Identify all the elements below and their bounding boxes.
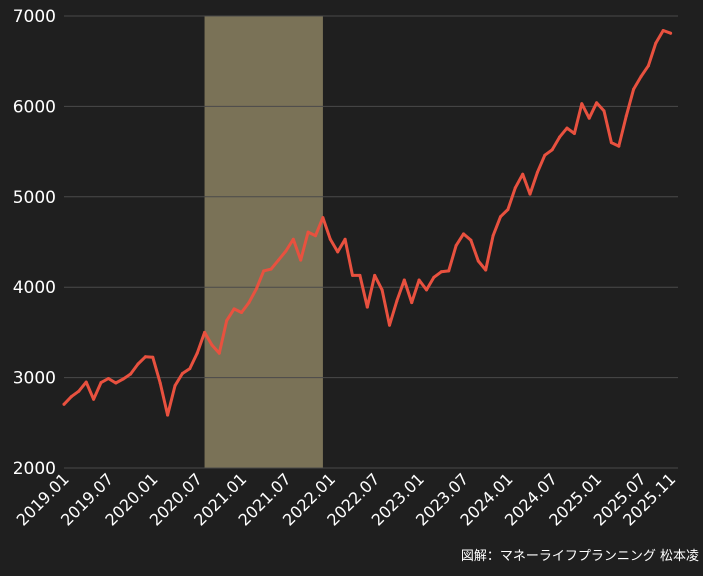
data-point <box>344 238 347 241</box>
data-point <box>669 32 672 35</box>
data-point <box>321 216 324 219</box>
series-line <box>64 31 671 416</box>
data-point <box>122 378 125 381</box>
data-point <box>529 193 532 196</box>
data-point <box>647 64 650 67</box>
data-point <box>100 381 103 384</box>
y-tick-label: 7000 <box>13 7 56 27</box>
data-point <box>307 231 310 234</box>
data-point <box>580 102 583 105</box>
data-point <box>284 250 287 253</box>
data-point <box>654 42 657 45</box>
data-point <box>203 331 206 334</box>
data-point <box>174 384 177 387</box>
data-point <box>151 356 154 359</box>
y-tick-label: 4000 <box>13 278 56 298</box>
data-point <box>92 398 95 401</box>
data-point <box>662 29 665 32</box>
data-point <box>188 367 191 370</box>
data-point <box>329 238 332 241</box>
data-point <box>536 171 539 174</box>
y-tick-label: 5000 <box>13 188 56 208</box>
data-point <box>137 363 140 366</box>
data-point <box>366 306 369 309</box>
data-point <box>196 352 199 355</box>
data-point <box>625 115 628 118</box>
data-point <box>617 145 620 148</box>
data-point <box>218 352 221 355</box>
data-point <box>395 299 398 302</box>
data-point <box>558 136 561 139</box>
y-tick-label: 6000 <box>13 97 56 117</box>
data-point <box>358 274 361 277</box>
data-point <box>70 395 73 398</box>
data-point <box>270 268 273 271</box>
data-point <box>506 208 509 211</box>
data-point <box>166 414 169 417</box>
data-point <box>240 311 243 314</box>
data-point <box>551 148 554 151</box>
data-point <box>85 381 88 384</box>
y-tick-label: 3000 <box>13 369 56 389</box>
data-point <box>336 250 339 253</box>
data-point <box>410 301 413 304</box>
credit-text: 図解：マネーライフプランニング 松本凌 <box>461 545 699 564</box>
data-point <box>247 301 250 304</box>
data-point <box>484 269 487 272</box>
data-point <box>114 382 117 385</box>
data-point <box>255 288 258 291</box>
data-point <box>462 232 465 235</box>
data-point <box>181 372 184 375</box>
data-point <box>514 186 517 189</box>
data-point <box>77 390 80 393</box>
data-point <box>469 239 472 242</box>
data-point <box>292 238 295 241</box>
data-point <box>381 288 384 291</box>
data-point <box>440 270 443 273</box>
data-point <box>144 355 147 358</box>
data-point <box>640 75 643 78</box>
data-point <box>499 215 502 218</box>
data-point <box>566 127 569 130</box>
data-point <box>233 307 236 310</box>
data-point <box>455 244 458 247</box>
data-point <box>447 269 450 272</box>
data-point <box>403 279 406 282</box>
y-tick-label: 2000 <box>13 459 56 479</box>
data-point <box>595 101 598 104</box>
data-point <box>418 279 421 282</box>
data-point <box>521 173 524 176</box>
data-point <box>632 88 635 91</box>
data-point <box>373 274 376 277</box>
data-point <box>351 274 354 277</box>
data-point <box>211 344 214 347</box>
data-point <box>225 319 228 322</box>
data-point <box>63 403 66 406</box>
data-point <box>299 259 302 262</box>
data-point <box>610 141 613 144</box>
data-point <box>603 109 606 112</box>
data-point <box>388 324 391 327</box>
data-point <box>107 377 110 380</box>
data-point <box>314 234 317 237</box>
data-point <box>432 276 435 279</box>
data-point <box>425 288 428 291</box>
data-point <box>492 234 495 237</box>
data-point <box>543 154 546 157</box>
data-point <box>277 259 280 262</box>
data-point <box>262 269 265 272</box>
data-point <box>477 260 480 263</box>
data-point <box>573 132 576 135</box>
data-point <box>159 382 162 385</box>
data-point <box>588 117 591 120</box>
data-point <box>129 373 132 376</box>
